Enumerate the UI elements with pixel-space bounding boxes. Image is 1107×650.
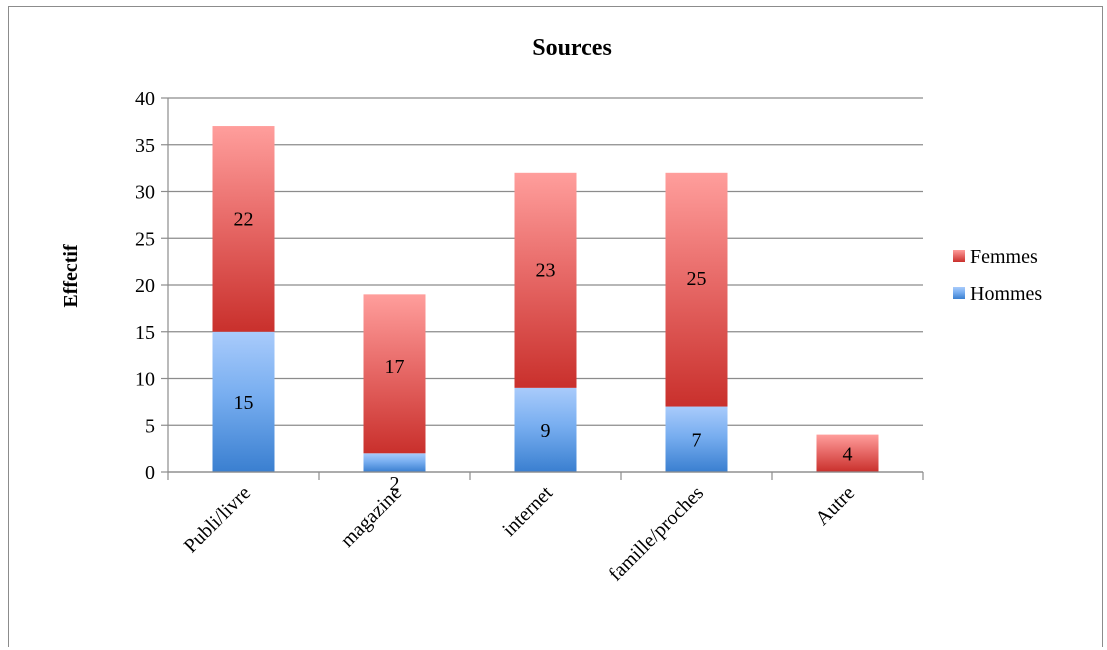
legend-swatch-femmes	[953, 250, 965, 262]
x-tick-label: Autre	[811, 482, 859, 530]
data-label-hommes: 2	[390, 473, 400, 495]
bar-hommes	[363, 453, 426, 472]
y-tick-label: 20	[135, 275, 155, 297]
data-label-femmes: 4	[843, 443, 853, 465]
data-label-femmes: 25	[687, 268, 707, 290]
chart-canvas: Sources Effectif 0 5 10 15 20 25 30 35 40 Publi/l…	[60, 35, 1042, 586]
data-label-femmes: 17	[385, 356, 405, 378]
x-tick-label: internet	[498, 482, 557, 541]
bar-hommes	[212, 331, 275, 472]
bars	[212, 126, 879, 472]
bar-hommes	[665, 406, 728, 472]
legend: Femmes Hommes	[953, 246, 1042, 305]
bar-femmes	[665, 172, 728, 407]
data-label-femmes: 23	[536, 260, 556, 282]
y-tick-label: 40	[135, 88, 155, 110]
legend-label-hommes: Hommes	[970, 283, 1042, 305]
y-tick-label: 10	[135, 369, 155, 391]
bar-hommes	[514, 387, 577, 472]
y-axis-label: Effectif	[60, 244, 82, 308]
y-tick-label: 30	[135, 182, 155, 204]
legend-swatch-hommes	[953, 287, 965, 299]
y-tick-label: 0	[145, 462, 155, 484]
y-tick-label: 5	[145, 415, 155, 437]
x-tick-label: famille/proches	[605, 482, 709, 586]
data-label-hommes: 15	[234, 392, 254, 414]
bar-femmes	[816, 434, 879, 472]
x-tick-label: Publi/livre	[180, 482, 255, 557]
chart-title: Sources	[532, 35, 612, 61]
bar-femmes	[363, 294, 426, 454]
bar-femmes	[514, 172, 577, 388]
chart-frame: Sources Effectif 0 5 10 15 20 25 30 35 40 Publi/l…	[8, 6, 1103, 647]
data-label-hommes: 7	[692, 429, 702, 451]
data-label-femmes: 22	[234, 209, 254, 231]
y-tick-label: 35	[135, 135, 155, 157]
data-label-hommes: 9	[541, 420, 551, 442]
y-tick-label: 25	[135, 228, 155, 250]
bar-femmes	[212, 126, 275, 332]
y-tick-label: 15	[135, 322, 155, 344]
legend-label-femmes: Femmes	[970, 246, 1038, 268]
